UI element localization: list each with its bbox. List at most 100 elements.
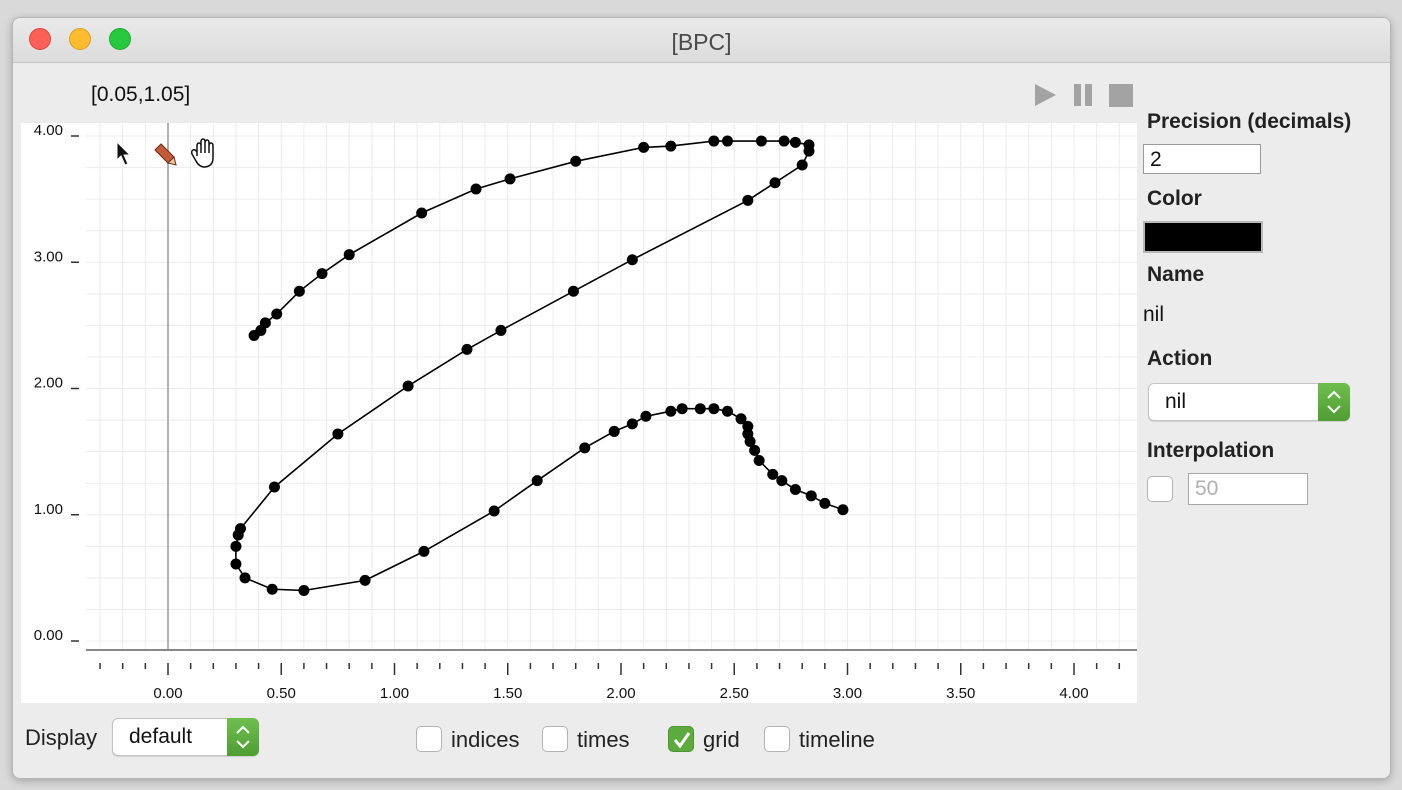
breakpoint[interactable] <box>789 484 801 495</box>
breakpoint[interactable] <box>230 540 242 552</box>
interpolation-input[interactable]: 50 <box>1188 473 1308 505</box>
breakpoint[interactable] <box>531 475 543 487</box>
breakpoint[interactable] <box>343 249 355 261</box>
breakpoint[interactable] <box>626 254 638 266</box>
breakpoint[interactable] <box>626 418 638 430</box>
breakpoint[interactable] <box>694 403 706 415</box>
title-bar: [BPC] <box>13 18 1390 63</box>
breakpoint[interactable] <box>232 529 244 541</box>
arrow-cursor-icon <box>116 140 132 166</box>
stop-icon <box>1109 84 1133 107</box>
interpolation-checkbox[interactable] <box>1147 476 1173 502</box>
breakpoint[interactable] <box>504 173 516 185</box>
breakpoint[interactable] <box>640 410 652 422</box>
breakpoint[interactable] <box>744 436 756 448</box>
breakpoint[interactable] <box>767 468 779 480</box>
breakpoint[interactable] <box>230 558 242 570</box>
breakpoint[interactable] <box>789 136 801 148</box>
y-tick-label: 1.00 <box>34 501 63 518</box>
color-swatch[interactable] <box>1143 221 1263 253</box>
arrow-tool[interactable] <box>111 138 139 170</box>
hand-icon <box>190 138 214 168</box>
breakpoint[interactable] <box>316 268 328 280</box>
breakpoint[interactable] <box>266 583 278 595</box>
breakpoint[interactable] <box>579 442 591 454</box>
pause-button[interactable] <box>1069 81 1097 109</box>
indices-checkbox[interactable] <box>416 726 442 752</box>
grid-label: grid <box>703 727 740 752</box>
breakpoint[interactable] <box>665 140 677 152</box>
breakpoint[interactable] <box>298 585 310 596</box>
breakpoint[interactable] <box>676 403 688 415</box>
breakpoint-plot[interactable]: 0.00 0.50 1.00 1.50 2.00 2.50 3.00 3.50 4.00 0.00… <box>21 123 1137 703</box>
breakpoint[interactable] <box>796 159 808 171</box>
breakpoint[interactable] <box>461 343 473 355</box>
x-tick-label: 3.00 <box>833 685 862 702</box>
breakpoint[interactable] <box>402 380 414 392</box>
breakpoint[interactable] <box>742 194 754 206</box>
stop-button[interactable] <box>1107 81 1135 109</box>
timeline-label: timeline <box>799 727 875 752</box>
breakpoint[interactable] <box>803 145 815 157</box>
breakpoint[interactable] <box>268 481 280 493</box>
times-label: times <box>577 727 630 752</box>
breakpoint[interactable] <box>293 285 305 297</box>
timeline-checkbox[interactable] <box>764 726 790 752</box>
breakpoint[interactable] <box>416 207 428 219</box>
breakpoint[interactable] <box>769 177 781 189</box>
name-label: Name <box>1147 263 1205 286</box>
breakpoint[interactable] <box>418 545 430 557</box>
breakpoint[interactable] <box>359 574 371 586</box>
y-tick-label: 0.00 <box>34 627 63 644</box>
display-select-value: default <box>129 725 193 748</box>
color-label: Color <box>1147 187 1202 210</box>
checkmark-icon <box>673 732 691 749</box>
minimize-window-button[interactable] <box>69 28 91 50</box>
breakpoint[interactable] <box>721 405 733 417</box>
breakpoint[interactable] <box>488 505 500 517</box>
window-title: [BPC] <box>671 29 732 55</box>
breakpoint[interactable] <box>239 572 251 584</box>
breakpoint[interactable] <box>665 405 677 417</box>
display-select[interactable]: default <box>112 718 259 756</box>
hand-tool[interactable] <box>189 138 217 170</box>
breakpoint[interactable] <box>778 135 790 147</box>
breakpoint[interactable] <box>271 308 283 320</box>
breakpoint[interactable] <box>708 135 720 147</box>
breakpoint[interactable] <box>755 135 767 147</box>
action-select[interactable]: nil <box>1148 383 1350 421</box>
plot-canvas[interactable]: 0.00 0.50 1.00 1.50 2.00 2.50 3.00 3.50 4.00 0.00… <box>21 123 1137 703</box>
breakpoint[interactable] <box>495 324 507 336</box>
pencil-tool[interactable] <box>150 138 178 170</box>
breakpoint[interactable] <box>721 135 733 147</box>
breakpoint[interactable] <box>805 490 817 502</box>
breakpoint[interactable] <box>567 285 579 297</box>
breakpoint[interactable] <box>259 317 271 329</box>
indices-label: indices <box>451 727 520 752</box>
close-window-button[interactable] <box>29 28 51 50</box>
breakpoint[interactable] <box>742 420 754 432</box>
breakpoint[interactable] <box>776 475 788 487</box>
y-tick-label: 2.00 <box>34 375 63 392</box>
times-checkbox[interactable] <box>542 726 568 752</box>
breakpoint[interactable] <box>470 183 482 195</box>
grid-checkbox[interactable] <box>668 726 694 752</box>
x-tick-label: 2.00 <box>606 685 635 702</box>
play-button[interactable] <box>1031 81 1059 109</box>
breakpoint[interactable] <box>837 504 849 516</box>
breakpoint[interactable] <box>753 454 765 466</box>
zoom-window-button[interactable] <box>109 28 131 50</box>
chevron-updown-icon <box>1318 383 1350 421</box>
breakpoint[interactable] <box>708 403 720 415</box>
precision-input[interactable]: 2 <box>1143 144 1261 174</box>
breakpoint[interactable] <box>749 444 761 456</box>
x-tick-label: 1.50 <box>493 685 522 702</box>
precision-label: Precision (decimals) <box>1147 110 1352 133</box>
breakpoint[interactable] <box>570 155 582 167</box>
breakpoint[interactable] <box>735 413 747 425</box>
pause-icon <box>1074 84 1092 106</box>
breakpoint[interactable] <box>608 425 620 437</box>
breakpoint[interactable] <box>638 141 650 153</box>
breakpoint[interactable] <box>332 428 344 440</box>
breakpoint[interactable] <box>819 497 831 509</box>
